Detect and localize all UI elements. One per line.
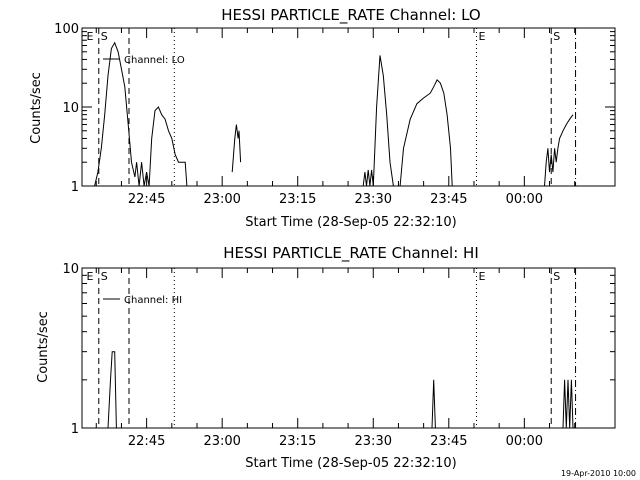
lo-y-axis-label: Counts/sec [29, 72, 44, 144]
lo-series-line [362, 55, 453, 187]
hi-legend-label: Channel: HI [124, 295, 182, 306]
hi-series-line [562, 379, 574, 429]
lo-x-axis-label: Start Time (28-Sep-05 22:32:10) [245, 215, 456, 230]
lo-channel-panel: HESSI PARTICLE_RATE Channel: LO Counts/s… [29, 6, 616, 230]
hi-x-tick-label: 00:00 [506, 434, 543, 449]
lo-event-marker-label: S [553, 30, 560, 43]
lo-series-line [94, 41, 188, 187]
lo-event-marker-label: S [101, 30, 108, 43]
hi-x-axis-label: Start Time (28-Sep-05 22:32:10) [245, 456, 456, 471]
hi-x-tick-label: 22:45 [128, 434, 165, 449]
hi-event-marker-label: S [553, 270, 560, 283]
hi-plot-frame [81, 267, 616, 429]
hi-legend: Channel: HI [103, 295, 182, 306]
hi-series-line [107, 351, 117, 429]
hi-series-line [431, 379, 436, 429]
hi-data-lines [107, 351, 574, 429]
lo-event-marker-label: E [87, 30, 94, 43]
lo-x-tick-label: 23:00 [203, 192, 240, 207]
lo-chart-title: HESSI PARTICLE_RATE Channel: LO [221, 6, 480, 25]
hi-y-tick-label: 1 [71, 422, 79, 437]
lo-x-tick-label: 00:00 [506, 192, 543, 207]
lo-y-tick-label: 1 [71, 180, 79, 195]
lo-axis-ticks: 1 10 100 22:45 23:00 23:15 23:30 23:45 00:00 [54, 22, 615, 207]
hi-y-tick-label: 10 [62, 262, 79, 277]
lo-data-lines [94, 41, 574, 187]
lo-x-tick-label: 23:15 [279, 192, 316, 207]
lo-event-marker-label: E [479, 30, 486, 43]
hi-event-marker-label: E [479, 270, 486, 283]
lo-legend: Channel: LO [103, 55, 185, 66]
hi-event-marker-label: S [101, 270, 108, 283]
lo-x-tick-label: 23:30 [355, 192, 392, 207]
hi-x-tick-label: 23:30 [355, 434, 392, 449]
lo-legend-label: Channel: LO [124, 55, 185, 66]
lo-series-line [231, 124, 242, 173]
lo-x-tick-label: 23:45 [430, 192, 467, 207]
hi-chart-title: HESSI PARTICLE_RATE Channel: HI [223, 244, 479, 263]
hi-x-tick-label: 23:00 [203, 434, 240, 449]
lo-y-tick-label: 10 [62, 101, 79, 116]
hi-event-marker-label: E [87, 270, 94, 283]
hi-y-axis-label: Counts/sec [36, 311, 51, 383]
hi-x-tick-label: 23:15 [279, 434, 316, 449]
lo-x-tick-label: 22:45 [128, 192, 165, 207]
hi-x-tick-label: 23:45 [430, 434, 467, 449]
lo-plot-frame [81, 27, 616, 187]
footer-timestamp: 19-Apr-2010 10:00 [561, 469, 636, 478]
hi-axis-ticks: 1 10 22:45 23:00 23:15 23:30 23:45 00:00 [62, 262, 615, 449]
lo-y-tick-label: 100 [54, 22, 79, 37]
lo-series-line [544, 114, 574, 187]
hi-channel-panel: HESSI PARTICLE_RATE Channel: HI Counts/s… [36, 244, 616, 471]
